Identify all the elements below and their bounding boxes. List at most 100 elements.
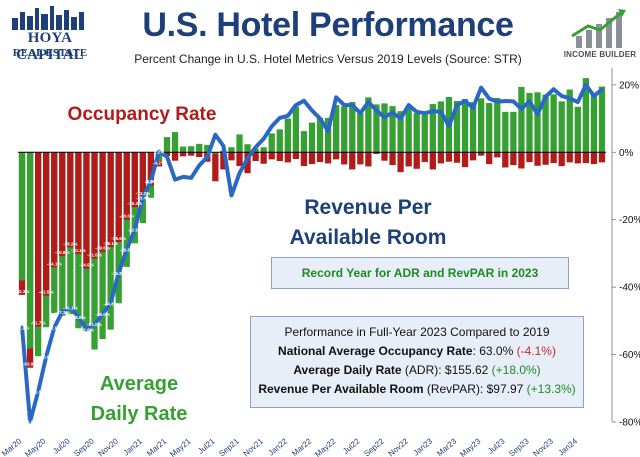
x-axis-tick-label: Jan23	[412, 436, 435, 457]
occupancy-data-label: -28.1%	[103, 241, 118, 246]
y-axis-tick-label: -80%	[619, 418, 640, 429]
occupancy-bar	[123, 152, 130, 220]
adr-bar	[300, 131, 308, 153]
adr-bar	[437, 101, 445, 153]
occupancy-bar	[308, 152, 316, 165]
occupancy-data-label: -13.2%	[136, 191, 151, 196]
adr-bar	[550, 94, 557, 153]
revpar-point	[439, 110, 443, 114]
revpar-summary-label: Revenue Per Available Room	[258, 382, 424, 396]
revpar-point	[213, 133, 217, 137]
adr-bar	[389, 106, 396, 153]
occupancy-bar	[51, 152, 58, 268]
revpar-summary: Revenue Per Available Room (RevPAR): $97…	[251, 380, 583, 399]
revpar-label-line1: Revenue Per	[304, 196, 432, 219]
occupancy-bar	[131, 152, 138, 208]
revpar-data-label: -48.8%	[71, 315, 86, 320]
adr-bar	[292, 106, 300, 153]
y-axis-tick-label: -20%	[619, 215, 640, 226]
occupancy-bar	[179, 152, 187, 157]
revpar-point	[133, 227, 137, 232]
revpar-point	[399, 116, 403, 121]
occupancy-bar	[67, 152, 74, 248]
revpar-data-label: -52.0%	[47, 326, 62, 331]
revpar-point	[600, 87, 604, 92]
revpar-point	[141, 195, 145, 200]
revpar-point	[68, 306, 72, 310]
occupancy-data-label: -42.3%	[15, 289, 30, 294]
revpar-point	[76, 315, 81, 319]
revpar-point	[205, 155, 209, 159]
revpar-data-label: -35.8%	[111, 271, 126, 276]
revpar-point	[189, 176, 193, 180]
adr-bar	[558, 101, 565, 153]
occupancy-data-label: -26.6%	[111, 236, 126, 241]
revpar-point	[390, 110, 395, 115]
occupancy-bar	[445, 152, 453, 162]
occupancy-bar	[429, 152, 436, 170]
x-axis-tick-label: Sep20	[72, 436, 96, 457]
occupancy-bar	[397, 152, 404, 173]
revpar-point	[278, 116, 282, 120]
y-axis-tick-label: 20%	[619, 80, 639, 91]
occupancy-bar	[300, 152, 308, 167]
revpar-data-label: -44.8%	[103, 301, 118, 306]
occupancy-bar	[478, 152, 485, 156]
revpar-point	[576, 100, 580, 104]
adr-label-line2: Daily Rate	[90, 403, 188, 425]
occupancy-bar	[333, 152, 340, 160]
revpar-point	[511, 99, 515, 103]
revpar-point	[52, 326, 56, 330]
occupancy-summary-change: (-4.1%)	[516, 344, 556, 358]
occupancy-data-label: -28.2%	[63, 241, 78, 246]
revpar-point	[535, 112, 540, 116]
revpar-point	[358, 111, 362, 115]
adr-bar	[179, 146, 187, 153]
adr-bar	[316, 117, 324, 153]
occupancy-bar	[373, 152, 380, 154]
revpar-point	[84, 328, 89, 332]
occupancy-bar	[99, 152, 106, 252]
occupancy-bar	[558, 152, 565, 167]
revpar-point	[503, 99, 507, 103]
adr-bar	[333, 105, 340, 153]
revpar-point	[318, 116, 322, 121]
revpar-data-label: -28.8%	[119, 247, 134, 252]
occupancy-bar	[115, 152, 122, 242]
revpar-point	[310, 108, 314, 113]
adr-bar	[502, 111, 509, 153]
revpar-point	[28, 420, 32, 424]
revpar-point	[125, 247, 129, 251]
occupancy-bar	[75, 152, 82, 254]
occupancy-bar	[244, 152, 251, 174]
adr-bar	[421, 114, 428, 153]
adr-bar	[405, 105, 412, 153]
logo-text-sub: REAL ESTATE	[12, 47, 88, 59]
occupancy-bar	[413, 152, 420, 169]
income-builder-logo: INCOME BUILDER	[562, 6, 638, 64]
adr-bar	[18, 152, 26, 281]
adr-bar	[510, 111, 517, 153]
occupancy-bar	[35, 152, 42, 327]
x-axis-tick-label: Nov22	[386, 436, 410, 457]
revpar-point	[495, 100, 499, 104]
adr-bar	[204, 144, 211, 153]
x-axis-tick-label: Nov21	[241, 436, 265, 457]
occupancy-summary-label: National Average Occupancy Rate	[278, 344, 473, 358]
revpar-point	[60, 310, 64, 314]
occupancy-data-label: -9.9%	[145, 180, 157, 185]
adr-bar	[381, 103, 388, 153]
occupancy-data-label: -34.1%	[47, 261, 62, 266]
adr-bar	[461, 99, 469, 153]
adr-bar	[228, 147, 235, 153]
occupancy-bar	[324, 152, 332, 164]
adr-bar	[453, 101, 461, 153]
revpar-point	[592, 94, 596, 98]
revpar-point	[109, 301, 113, 305]
revpar-point	[286, 114, 290, 118]
occupancy-bar	[550, 152, 557, 164]
revpar-point	[350, 103, 354, 107]
occupancy-data-label: -42.5%	[39, 290, 54, 295]
adr-label-line1: Average	[99, 373, 179, 395]
occupancy-bar	[566, 152, 573, 163]
